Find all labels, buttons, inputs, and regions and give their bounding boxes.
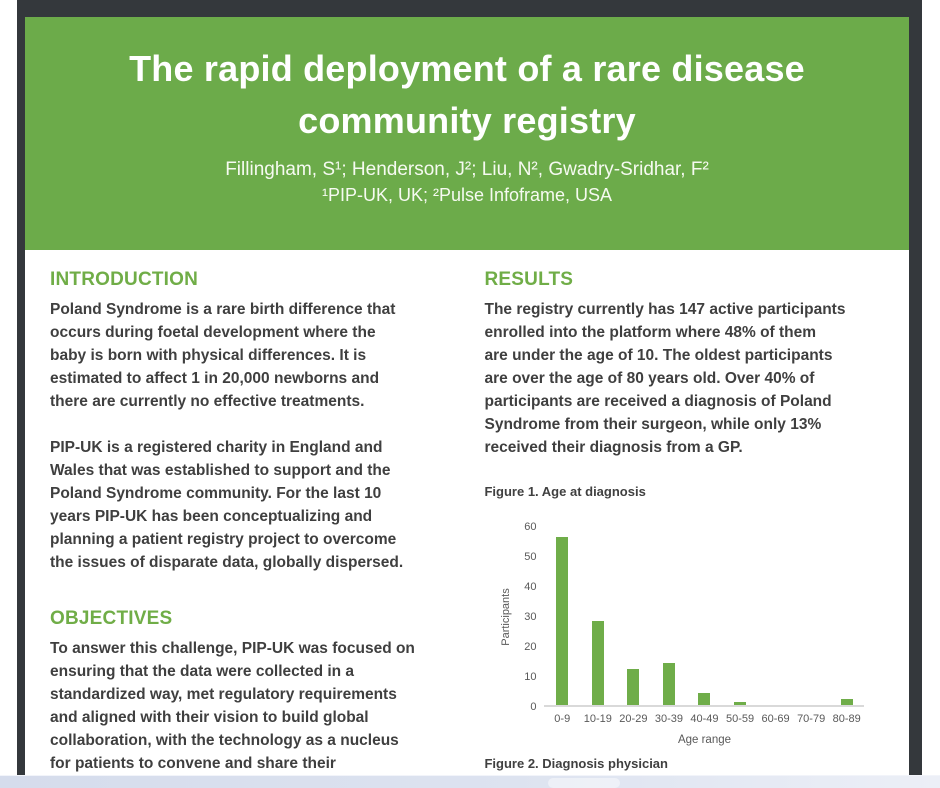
objectives-paragraph-1: To answer this challenge, PIP-UK was foc… (50, 640, 415, 772)
chart-x-tick-label: 30-39 (654, 713, 683, 725)
introduction-heading: INTRODUCTION (50, 269, 199, 290)
poster-header-banner: The rapid deployment of a rare disease c… (25, 17, 909, 250)
poster-affiliations: ¹PIP-UK, UK; ²Pulse Infoframe, USA (321, 185, 613, 205)
bottom-toolbar-pill (548, 778, 620, 788)
chart-plot-area (544, 527, 865, 707)
results-paragraph-1: The registry currently has 147 active pa… (484, 301, 846, 456)
chart-bar-10-19 (591, 621, 604, 705)
chart-bar-40-49 (698, 693, 711, 705)
introduction-paragraph-2: PIP-UK is a registered charity in Englan… (50, 439, 404, 571)
introduction-paragraph-1: Poland Syndrome is a rare birth differen… (50, 301, 396, 410)
chart-bar-50-59 (734, 702, 747, 705)
chart-bar-80-89 (840, 699, 853, 705)
chart-y-tick-label: 50 (524, 551, 537, 563)
poster-title-line1: The rapid deployment of a rare disease (129, 48, 805, 89)
chart-bar-20-29 (627, 669, 640, 705)
chart-x-tick-label: 10-19 (583, 713, 612, 725)
chart-x-axis-title: Age range (677, 734, 732, 746)
poster-title-line2: community registry (298, 100, 636, 141)
chart-x-tick-label: 70-79 (797, 713, 826, 725)
chart-bar-30-39 (662, 663, 675, 705)
chart-x-tick-label: 60-69 (761, 713, 790, 725)
chart-x-tick-label: 80-89 (832, 713, 861, 725)
chart-y-tick-label: 10 (524, 671, 537, 683)
poster-body: INTRODUCTION Poland Syndrome is a rare b… (25, 250, 909, 775)
chart-y-tick-label: 40 (524, 581, 537, 593)
chart-x-tick-label: 20-29 (619, 713, 648, 725)
chart-y-tick-label: 20 (524, 641, 537, 653)
objectives-heading: OBJECTIVES (50, 608, 173, 629)
document-viewer-background: The rapid deployment of a rare disease c… (17, 0, 922, 775)
chart-y-tick-label: 0 (530, 701, 537, 713)
results-heading: RESULTS (484, 269, 574, 290)
chart-y-tick-label: 30 (524, 611, 537, 623)
chart-y-tick-label: 60 (524, 521, 537, 533)
right-column: RESULTS The registry currently has 147 a… (484, 250, 887, 775)
chart-x-tick-label: 0-9 (554, 713, 571, 725)
figure1-bar-chart: Participants Age range 0 10 20 30 40 50 60 0-9 1… (484, 513, 884, 751)
poster-authors: Fillingham, S¹; Henderson, J²; Liu, N², … (225, 159, 709, 180)
figure2-caption: Figure 2. Diagnosis physician (484, 756, 668, 771)
poster-page: The rapid deployment of a rare disease c… (25, 17, 909, 775)
poster-title: The rapid deployment of a rare disease c… (25, 17, 909, 147)
figure1-caption: Figure 1. Age at diagnosis (484, 484, 646, 499)
chart-x-tick-label: 40-49 (690, 713, 719, 725)
bottom-ui-strip (0, 775, 940, 788)
chart-bar-0-9 (556, 537, 569, 705)
chart-x-tick-label: 50-59 (725, 713, 755, 725)
left-column: INTRODUCTION Poland Syndrome is a rare b… (50, 250, 459, 775)
